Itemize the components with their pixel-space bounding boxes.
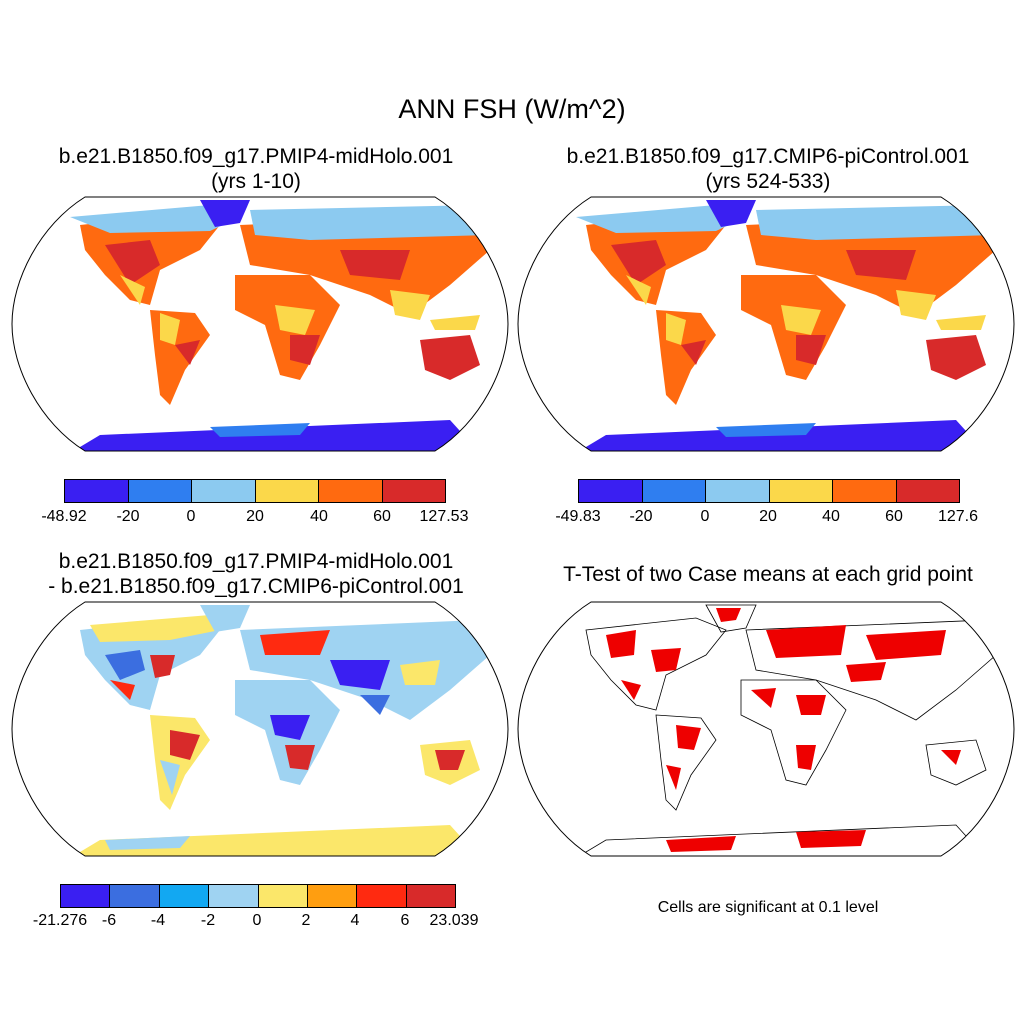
panel3-colorbar-tick: 23.039: [429, 912, 479, 929]
panel1-title: b.e21.B1850.f09_g17.PMIP4-midHolo.001 (y…: [0, 144, 512, 194]
panel3-colorbar-tick: 0: [252, 912, 262, 929]
panel2-title: b.e21.B1850.f09_g17.CMIP6-piControl.001 …: [512, 144, 1024, 194]
antarctica-land: [70, 420, 480, 451]
panel3-title: b.e21.B1850.f09_g17.PMIP4-midHolo.001 - …: [0, 549, 512, 599]
panel2-colorbar-tick: 60: [885, 508, 903, 525]
panel3-colorbar: [60, 884, 456, 908]
panel1-colorbar-swatch: [65, 480, 129, 502]
panel2-colorbar-tick: 127.6: [937, 508, 979, 525]
coastlines: [574, 604, 997, 856]
panel3-colorbar-tick: -2: [200, 912, 216, 929]
greenland-land: [200, 200, 250, 227]
panel2-map: [516, 195, 1016, 458]
panel1-colorbar-swatch: [255, 480, 319, 502]
panel1-colorbar-swatch: [319, 480, 383, 502]
panel3-colorbar-tick: -6: [101, 912, 117, 929]
panel3-colorbar-swatch: [357, 885, 407, 907]
panel2-title-line2: (yrs 524-533): [705, 170, 831, 193]
panel3-colorbar-tick: 2: [301, 912, 311, 929]
panel1-colorbar: [64, 479, 446, 503]
panel1-map: [10, 195, 510, 458]
panel4-title: T-Test of two Case means at each grid po…: [563, 563, 973, 586]
panel2-colorbar-swatch: [833, 480, 897, 502]
panel1-colorbar-tick: 0: [186, 508, 196, 525]
panel2-colorbar-swatch: [896, 480, 959, 502]
panel3-colorbar-swatch: [110, 885, 160, 907]
panel2-colorbar-tick: 20: [759, 508, 777, 525]
panel3-colorbar-tick: 4: [350, 912, 360, 929]
panel4-map: [516, 600, 1016, 863]
panel1-colorbar-swatch: [382, 480, 445, 502]
panel2-colorbar-tick: 0: [700, 508, 710, 525]
panel3-colorbar-tick: 6: [400, 912, 410, 929]
panel3-colorbar-swatch: [209, 885, 259, 907]
panel1-colorbar-swatch: [128, 480, 192, 502]
greenland-land: [200, 605, 250, 632]
australia-land: [420, 335, 480, 380]
panel1-colorbar-tick: 20: [246, 508, 264, 525]
panel1-title-line2: (yrs 1-10): [211, 170, 301, 193]
panel3-colorbar-swatch: [307, 885, 358, 907]
panel2-colorbar-swatch: [642, 480, 706, 502]
panel3-colorbar-swatch: [406, 885, 455, 907]
panel1-colorbar-tick: -20: [116, 508, 140, 525]
panel3-map: [10, 600, 510, 863]
panel3-colorbar-tick: -4: [150, 912, 166, 929]
panel1-title-line1: b.e21.B1850.f09_g17.PMIP4-midHolo.001: [58, 145, 454, 168]
south-america-land: [150, 310, 210, 405]
panel1-colorbar-tick: 40: [310, 508, 328, 525]
panel3-colorbar-swatch: [159, 885, 210, 907]
antarctica-land: [70, 825, 480, 856]
panel2-colorbar-swatch: [579, 480, 643, 502]
panel2-colorbar-tick: -20: [629, 508, 653, 525]
panel2-colorbar-tick: 40: [822, 508, 840, 525]
antarctica-land: [576, 420, 986, 451]
panel3-colorbar-swatch: [258, 885, 308, 907]
significant-cells: [606, 608, 961, 852]
panel3-title-line1: b.e21.B1850.f09_g17.PMIP4-midHolo.001: [58, 550, 454, 573]
south-america-land: [150, 715, 210, 810]
south-america-land: [656, 310, 716, 405]
panel2-colorbar-swatch: [706, 480, 770, 502]
panel1-colorbar-tick: 127.53: [419, 508, 469, 525]
panel2-colorbar-tick: -49.83: [555, 508, 601, 525]
panel3-title-line2: - b.e21.B1850.f09_g17.CMIP6-piControl.00…: [48, 575, 464, 598]
figure-title: ANN FSH (W/m^2): [398, 94, 626, 124]
panel3-colorbar-tick: -21.276: [32, 912, 88, 929]
panel2-title-line1: b.e21.B1850.f09_g17.CMIP6-piControl.001: [566, 145, 970, 168]
panel2-colorbar: [578, 479, 960, 503]
australia-land: [926, 335, 986, 380]
panel3-colorbar-swatch: [61, 885, 111, 907]
panel1-colorbar-tick: 60: [373, 508, 391, 525]
panel1-colorbar-tick: -48.92: [41, 508, 87, 525]
greenland-land: [706, 200, 756, 227]
panel1-colorbar-swatch: [192, 480, 256, 502]
panel2-colorbar-swatch: [769, 480, 833, 502]
significance-note: Cells are significant at 0.1 level: [657, 899, 879, 916]
